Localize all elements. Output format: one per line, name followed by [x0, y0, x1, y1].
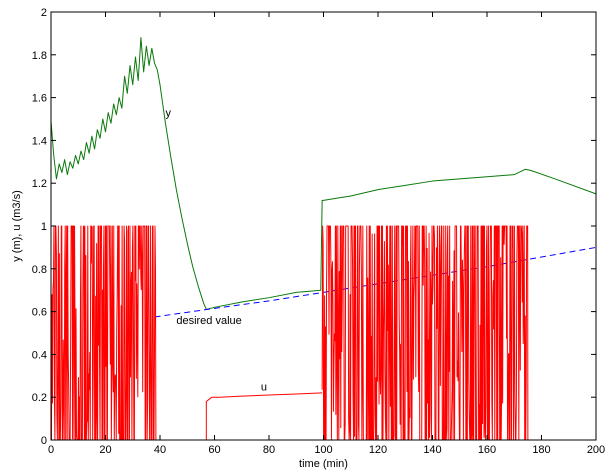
y-tick-label: 1.2: [32, 178, 47, 190]
y-tick-label: 0.8: [32, 264, 47, 276]
x-tick-label: 80: [263, 444, 275, 456]
plot-area: [50, 37, 597, 441]
x-tick-label: 100: [314, 444, 332, 456]
x-tick-label: 180: [532, 444, 550, 456]
x-tick-label: 200: [587, 444, 605, 456]
x-tick-label: 60: [208, 444, 220, 456]
x-tick-label: 160: [478, 444, 496, 456]
y-tick-label: 1: [41, 221, 47, 233]
y-tick-label: 0.4: [32, 349, 47, 361]
x-tick-label: 120: [369, 444, 387, 456]
series-u-line: [321, 225, 529, 441]
y-tick-label: 1.4: [32, 135, 47, 147]
annotation-y: y: [165, 108, 171, 120]
y-tick-label: 0: [41, 435, 47, 447]
series-y-line: [50, 37, 597, 310]
y-tick-label: 1.6: [32, 93, 47, 105]
x-tick-label: 40: [154, 444, 166, 456]
series-u-line: [155, 392, 323, 441]
y-tick-label: 2: [41, 7, 47, 19]
annotations: y desired value u: [165, 108, 267, 394]
y-axis-label: y (m), u (m3/s): [11, 190, 23, 262]
series-u-line: [50, 225, 157, 441]
x-tick-label: 0: [48, 444, 54, 456]
x-tick-label: 140: [423, 444, 441, 456]
y-tick-label: 0.2: [32, 392, 47, 404]
y-tick-label: 0.6: [32, 307, 47, 319]
annotation-u: u: [261, 382, 267, 394]
annotation-desired-value: desired value: [176, 315, 241, 327]
x-tick-label: 20: [99, 444, 111, 456]
axis-ticks: 0 20 40 60 80 100 120 140 160 180 200 0 0.2 0.4 0.6 0.8…: [32, 7, 605, 456]
y-tick-label: 1.8: [32, 50, 47, 62]
x-axis-label: time (min): [299, 458, 348, 470]
